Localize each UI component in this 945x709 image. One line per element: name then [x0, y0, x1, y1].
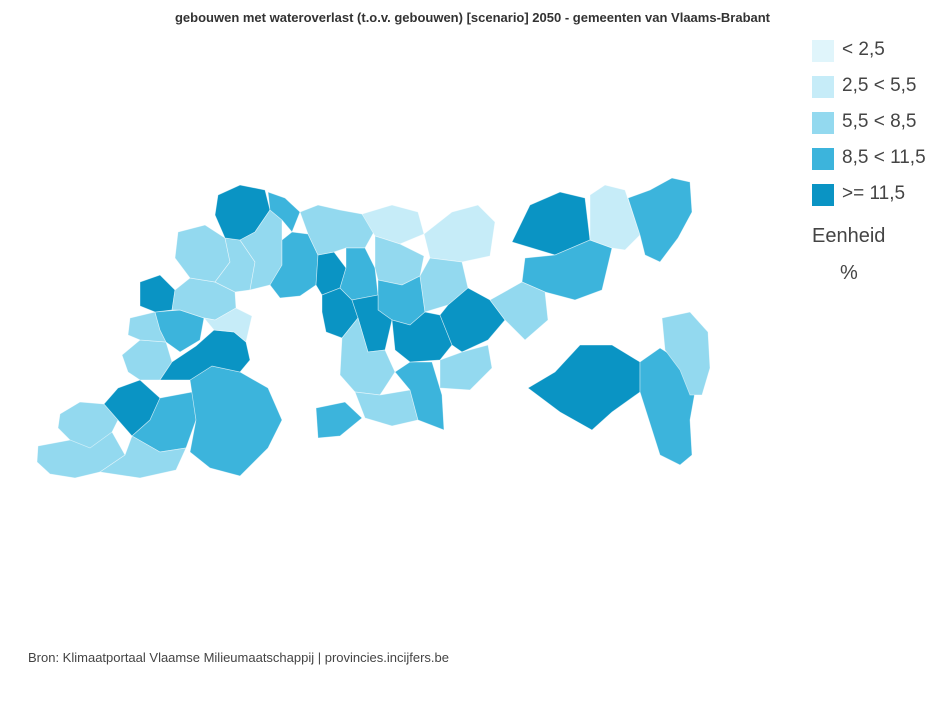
- municipality-area: [315, 401, 363, 439]
- legend-unit-title: Eenheid: [812, 225, 886, 247]
- legend-unit: %: [840, 262, 858, 284]
- source-note: Bron: Klimaatportaal Vlaamse Milieumaats…: [28, 650, 450, 665]
- municipalities-layer: [36, 177, 711, 479]
- municipality-area: [627, 177, 693, 263]
- municipality-area: [354, 389, 419, 427]
- legend-label: 2,5 < 5,5: [842, 75, 917, 96]
- legend-label: 8,5 < 11,5: [842, 147, 926, 168]
- municipality-area: [489, 281, 549, 341]
- legend-swatch: [812, 148, 834, 170]
- municipality-area: [171, 277, 237, 321]
- legend-label: < 2,5: [842, 39, 885, 60]
- municipality-area: [99, 435, 187, 479]
- municipality-area: [589, 184, 641, 251]
- municipality-area: [189, 365, 283, 477]
- municipality-area: [639, 347, 696, 466]
- municipality-area: [439, 287, 506, 353]
- legend-swatch: [812, 76, 834, 98]
- municipality-area: [661, 311, 711, 396]
- legend-label: >= 11,5: [842, 183, 906, 204]
- legend-swatch: [812, 184, 834, 206]
- municipality-area: [339, 247, 379, 301]
- municipality-area: [439, 344, 493, 391]
- municipality-area: [57, 401, 119, 449]
- legend-swatch: [812, 40, 834, 62]
- map-title: gebouwen met wateroverlast (t.o.v. gebou…: [174, 10, 771, 25]
- legend-swatch: [812, 112, 834, 134]
- municipality-area: [139, 274, 176, 313]
- municipality-area: [423, 204, 496, 263]
- legend-label: 5,5 < 8,5: [842, 111, 917, 132]
- municipality-area: [527, 344, 641, 431]
- municipality-area: [361, 204, 425, 245]
- municipality-area: [203, 307, 253, 343]
